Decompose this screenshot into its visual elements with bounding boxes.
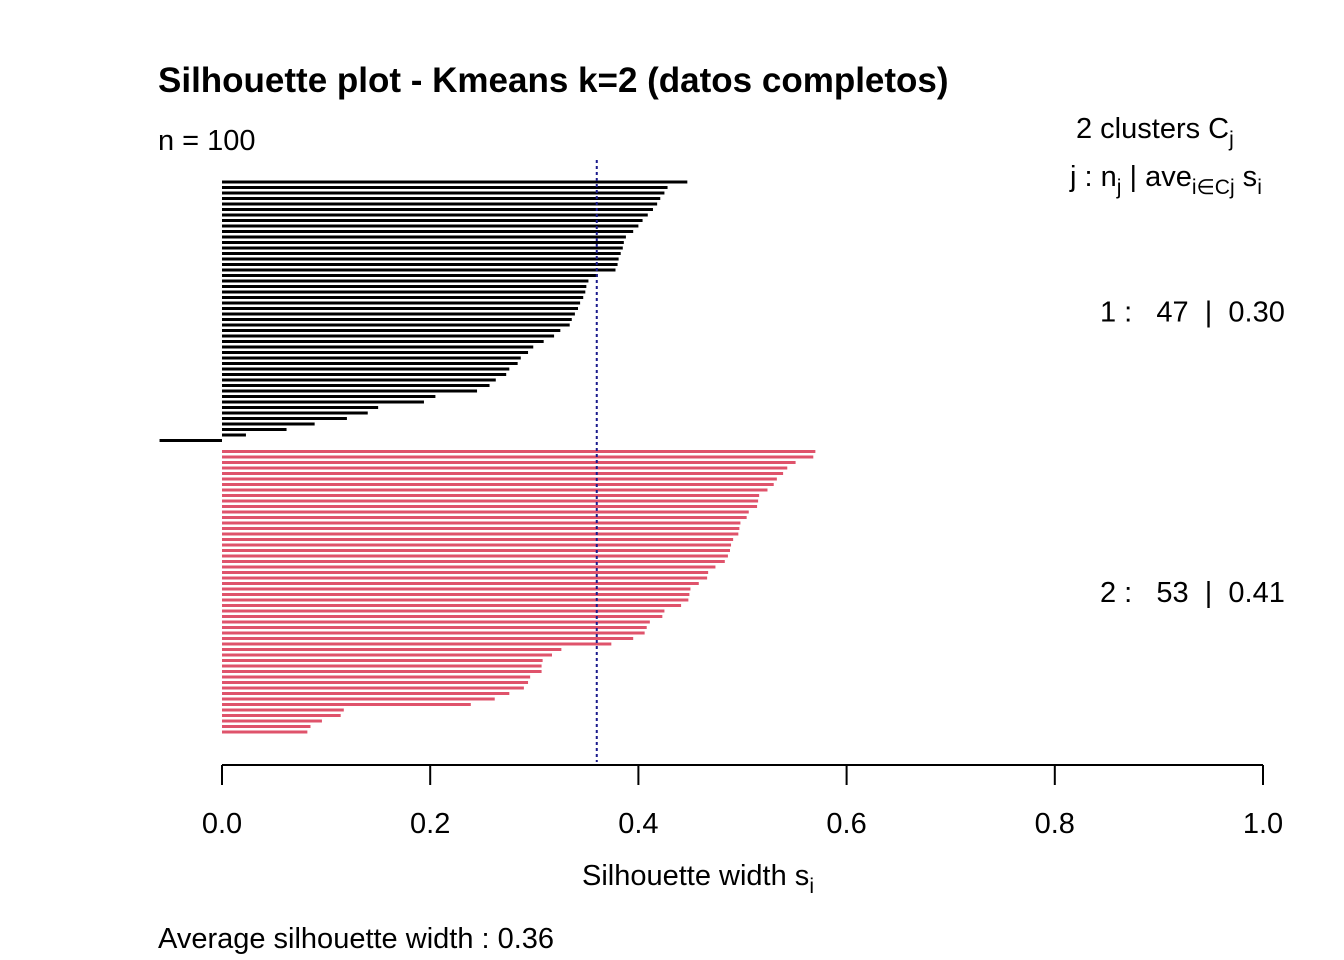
n-label: n = 100 [158,125,256,157]
legend-header-line2-c-sub: i [1257,176,1262,199]
legend-header-line2-a-sub: j [1116,176,1122,199]
legend-header-line2-b: | ave [1121,161,1191,193]
x-tick-label-3: 0.4 [618,808,658,840]
x-tick-label-1: 0.0 [202,808,242,840]
legend-header-line1-prefix: 2 clusters C [1076,113,1229,145]
legend-header-line2-c: s [1235,161,1258,193]
x-tick-label-6: 1.0 [1243,808,1283,840]
legend-header-line1: 2 clusters Cj [1076,113,1234,151]
cluster-summary-1: 1 : 47 | 0.30 [1100,296,1285,328]
x-axis: 0.0 0.2 0.4 0.6 0.8 1.0 [202,764,1283,840]
legend-header-line1-sub: j [1228,128,1234,151]
x-tick-label-2: 0.2 [410,808,450,840]
average-width-footer: Average silhouette width : 0.36 [158,923,554,955]
cluster-summaries: 1 : 47 | 0.30 2 : 53 | 0.41 [1100,296,1285,609]
x-axis-label: Silhouette width si [582,860,814,898]
legend-header-line2-a: j : n [1069,161,1117,193]
chart-title: Silhouette plot - Kmeans k=2 (datos comp… [158,61,949,100]
x-tick-label-5: 0.8 [1035,808,1075,840]
x-tick-label-4: 0.6 [826,808,866,840]
cluster-summary-2: 2 : 53 | 0.41 [1100,577,1285,609]
legend-header-line2: j : nj | avei∈Cj si [1069,161,1262,199]
silhouette-bars [159,180,816,734]
x-axis-label-sub: i [809,875,814,898]
x-axis-label-main: Silhouette width s [582,860,809,892]
legend-header-line2-b-sub: i∈Cj [1192,176,1235,199]
